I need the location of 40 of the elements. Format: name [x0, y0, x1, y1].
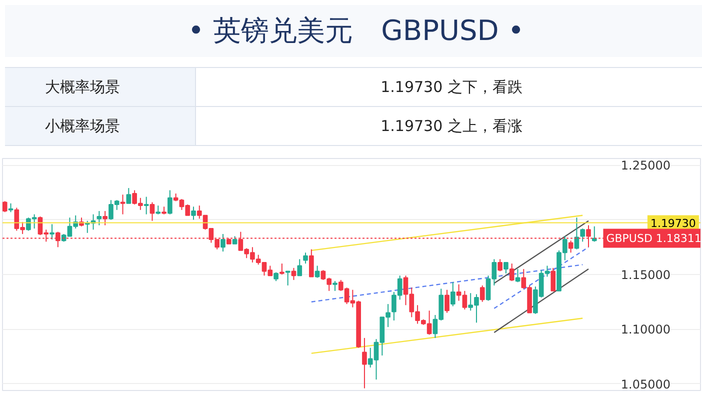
candlestick: [362, 337, 367, 389]
candlestick: [332, 280, 338, 292]
candlestick: [515, 268, 520, 283]
y-tick-label: 1.15000: [620, 268, 671, 282]
candlestick: [450, 282, 456, 307]
candlestick: [291, 267, 296, 280]
candlestick: [509, 263, 514, 282]
candlestick: [2, 200, 8, 213]
candlestick: [150, 202, 155, 222]
candlestick: [297, 258, 302, 276]
candlestick: [480, 284, 485, 302]
candlestick: [285, 270, 290, 286]
candlestick: [102, 210, 108, 226]
y-tick-label: 1.05000: [620, 377, 671, 392]
ref-line-label: 1.19730: [650, 217, 696, 230]
candlestick: [550, 267, 556, 292]
candlestick: [126, 188, 132, 204]
candlestick: [96, 210, 102, 226]
chart-title: • 英镑兑美元 GBPUSD •: [188, 13, 524, 49]
candlestick: [498, 258, 502, 272]
text: 1.19730 之下，看跌: [195, 68, 702, 106]
candlestick: [50, 224, 54, 240]
y-tick-label: 1.25000: [620, 158, 671, 173]
candlestick: [444, 289, 450, 314]
candlestick: [168, 190, 172, 215]
candlestick: [504, 262, 508, 274]
candlestick: [308, 248, 314, 278]
candlestick: [120, 194, 126, 215]
y-tick-label: 1.10000: [620, 322, 671, 337]
text: 小概率场景: [5, 107, 195, 145]
candlestick: [580, 228, 586, 242]
candlestick: [314, 265, 320, 278]
text: 1.19730 之上，看涨: [195, 107, 702, 145]
candlestick: [144, 196, 149, 215]
candlestick: [191, 206, 196, 220]
candlestick: [220, 234, 226, 252]
candlestick: [303, 252, 308, 264]
text: 大概率场景: [5, 68, 195, 106]
candlestick: [280, 263, 284, 275]
ref-line-label: GBPUSD 1.18311: [606, 232, 702, 245]
